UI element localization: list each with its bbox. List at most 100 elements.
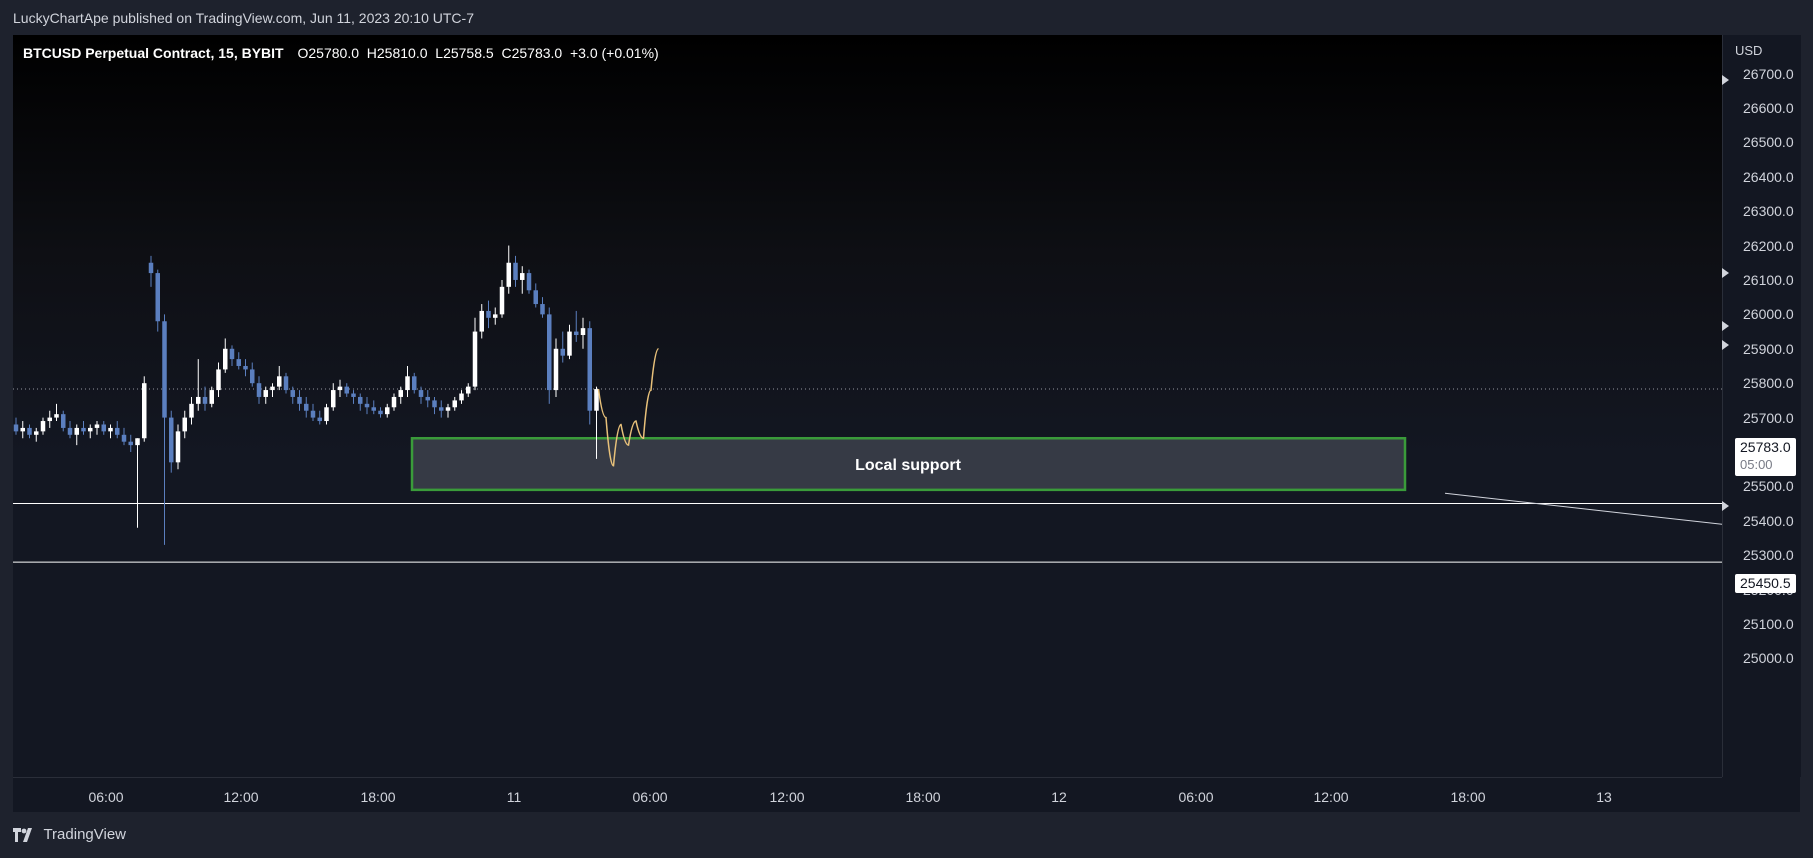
candle-body [236, 359, 241, 366]
candle-body [567, 331, 572, 356]
time-tick-label: 11 [506, 789, 522, 805]
axis-marker-icon [1722, 268, 1729, 278]
price-tick-label: 25900.0 [1743, 340, 1794, 357]
candle-body [553, 348, 559, 391]
candle-body [472, 331, 478, 387]
time-tick-label: 18:00 [360, 789, 396, 805]
candle-body [277, 376, 282, 387]
candle-body [47, 417, 52, 422]
time-tick-label: 18:00 [1450, 789, 1486, 805]
candle-body [61, 414, 66, 428]
price-tick-label: 25300.0 [1743, 547, 1794, 564]
candle-body [479, 310, 484, 332]
price-axis[interactable]: USD 26700.0 26600.0 26500.0 26400.0 26300.0 2… [1722, 35, 1801, 777]
level-price-label: 25450.5 [1735, 574, 1796, 593]
candle-body [398, 390, 403, 397]
candle-body [108, 427, 113, 432]
symbol-legend[interactable]: BTCUSD Perpetual Contract, 15, BYBIT O25… [23, 45, 659, 61]
candle-body [223, 348, 228, 370]
candle-body [67, 427, 73, 435]
candle-body [324, 407, 329, 422]
candle-body [297, 396, 302, 404]
candle-body [202, 396, 208, 404]
candle-body [155, 273, 160, 322]
candle-body [121, 434, 127, 442]
candle-body [452, 400, 457, 408]
price-tick-label: 26100.0 [1743, 271, 1794, 288]
candle-body [169, 417, 174, 463]
price-tick-label: 26500.0 [1743, 134, 1794, 151]
candle-body [391, 396, 397, 408]
candle-body [526, 273, 532, 291]
publish-header: LuckyChartApe published on TradingView.c… [0, 0, 1813, 36]
candle-body [412, 376, 417, 391]
candle-body [88, 427, 93, 432]
projection-path [597, 348, 659, 467]
candle-body [283, 376, 289, 391]
candle-body [587, 328, 592, 411]
candle-body [74, 427, 79, 435]
price-tick-label: 26300.0 [1743, 203, 1794, 220]
candle-body [351, 393, 356, 397]
time-tick-label: 12:00 [1313, 789, 1349, 805]
candle-body [486, 310, 491, 318]
axis-marker-icon [1722, 321, 1729, 331]
candle-body [594, 389, 599, 411]
candle-body [405, 376, 410, 391]
candle-body [135, 438, 140, 446]
candle-body [175, 431, 181, 463]
candle-body [364, 403, 370, 408]
publish-info: LuckyChartApe published on TradingView.c… [13, 10, 474, 26]
candle-body [418, 390, 424, 397]
candlestick-chart[interactable]: Local support [13, 35, 1722, 777]
candle-body [540, 304, 545, 315]
high-value: H25810.0 [366, 45, 428, 61]
candle-body [358, 396, 363, 404]
time-tick-label: 06:00 [1178, 789, 1214, 805]
axis-marker-icon [1722, 501, 1729, 511]
candle-body [270, 386, 275, 391]
price-tick-label: 26700.0 [1743, 65, 1794, 82]
time-tick-label: 12:00 [769, 789, 805, 805]
candle-body [13, 424, 19, 432]
candle-body [459, 393, 464, 401]
candle-body [378, 410, 383, 415]
candle-body [580, 328, 586, 336]
candle-body [290, 390, 295, 397]
candle-body [439, 407, 444, 411]
trend-line [1444, 492, 1722, 525]
candle-body [54, 414, 59, 418]
candle-body [128, 441, 133, 446]
candle-body [196, 396, 201, 404]
candle-body [513, 262, 518, 280]
plot-area[interactable]: Local support BTCUSD Perpetual Contract,… [13, 35, 1722, 777]
candle-body [40, 421, 46, 432]
candle-body [493, 314, 498, 318]
candle-body [466, 386, 471, 394]
tradingview-logo-icon [13, 827, 32, 842]
candle-body [560, 348, 565, 356]
candle-body [256, 383, 262, 397]
price-tick-label: 25500.0 [1743, 478, 1794, 495]
candle-body [533, 290, 538, 305]
candle-body [547, 314, 552, 391]
candle-body [371, 407, 376, 411]
time-tick-label: 18:00 [905, 789, 941, 805]
candle-body [574, 331, 579, 336]
time-axis[interactable]: 06:00 12:00 18:00 11 06:00 12:00 18:00 12 06:00 1… [13, 777, 1722, 813]
candle-body [20, 427, 25, 432]
axis-marker-icon [1722, 75, 1729, 85]
price-tick-label: 25100.0 [1743, 616, 1794, 633]
time-tick-label: 12 [1051, 789, 1067, 805]
candle-body [243, 365, 248, 370]
tradingview-brand: TradingView [43, 826, 126, 844]
currency-label: USD [1735, 43, 1763, 58]
candle-body [189, 403, 194, 418]
chart-frame[interactable]: Local support BTCUSD Perpetual Contract,… [13, 35, 1801, 813]
symbol-name: BTCUSD Perpetual Contract, 15, BYBIT [23, 45, 284, 61]
change-value: +3.0 (+0.01%) [569, 45, 659, 61]
candle-body [142, 383, 147, 439]
candle-body [310, 410, 316, 418]
candle-body [250, 369, 255, 384]
price-tick-label: 25700.0 [1743, 409, 1794, 426]
